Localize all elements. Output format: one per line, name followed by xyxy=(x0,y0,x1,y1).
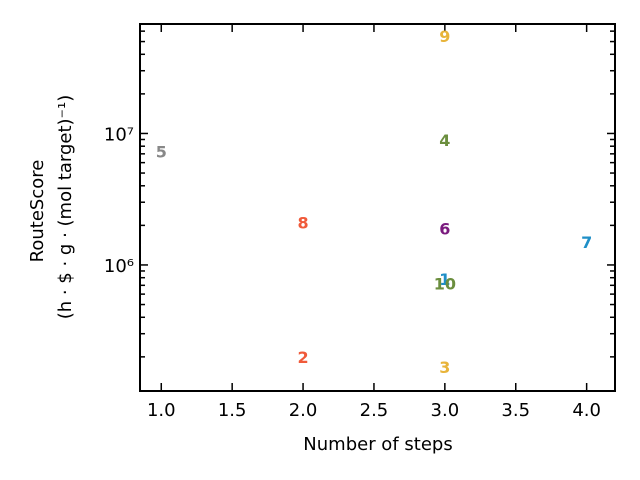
data-point-label-9: 9 xyxy=(439,27,450,46)
data-point-label-8: 8 xyxy=(297,214,308,233)
x-tick-label: 3.5 xyxy=(501,400,530,421)
plot-frame xyxy=(139,23,616,392)
x-tick-label: 1.5 xyxy=(218,400,247,421)
x-tick-label: 1.0 xyxy=(147,400,176,421)
data-point-label-5: 5 xyxy=(156,142,167,161)
data-point-label-7: 7 xyxy=(581,233,592,252)
y-axis-ticks: 10⁶ 10⁷ xyxy=(104,30,615,358)
y-tick-label: 10⁶ xyxy=(104,256,134,277)
y-axis-unit-label: (h · $ · g · (mol target)⁻¹) xyxy=(55,95,76,320)
x-tick-label: 3.0 xyxy=(431,400,460,421)
x-tick-label: 2.5 xyxy=(360,400,389,421)
data-point-label-4: 4 xyxy=(439,131,450,150)
y-axis-label: RouteScore xyxy=(27,160,48,263)
y-tick-label: 10⁷ xyxy=(104,124,134,145)
data-point-label-3: 3 xyxy=(439,358,450,377)
x-axis-ticks: 1.0 1.5 2.0 2.5 3.0 3.5 4.0 xyxy=(147,24,601,421)
data-point-label-6: 6 xyxy=(439,219,450,238)
x-tick-label: 4.0 xyxy=(572,400,601,421)
data-point-label-2: 2 xyxy=(297,348,308,367)
data-point-label-10: 10 xyxy=(434,275,456,294)
data-points: 1 2 3 4 5 6 7 8 9 10 xyxy=(156,27,593,377)
x-tick-label: 2.0 xyxy=(289,400,318,421)
x-axis-label: Number of steps xyxy=(303,434,452,455)
data-point-label-1: 1 xyxy=(439,270,450,289)
